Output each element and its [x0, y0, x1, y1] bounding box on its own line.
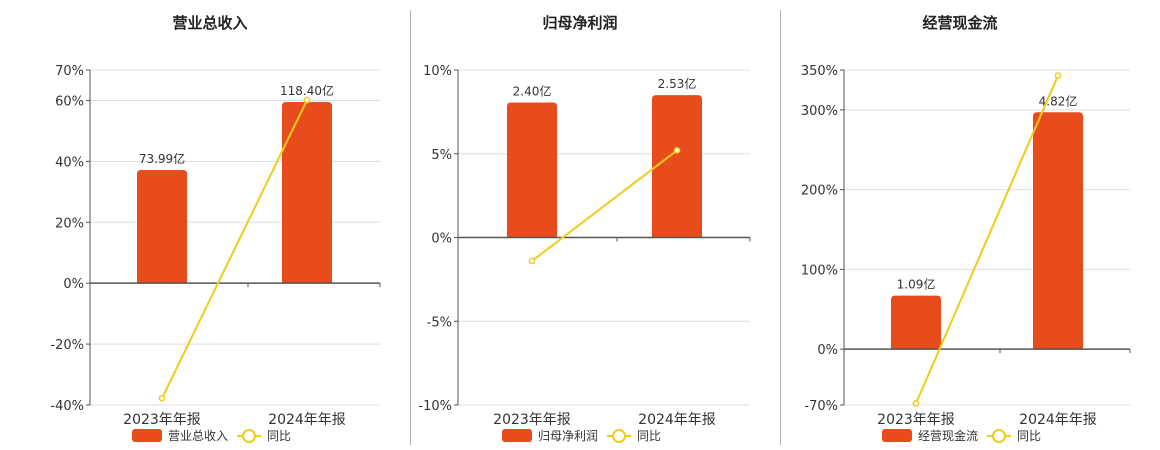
- x-category-label: 2023年年报: [493, 412, 571, 428]
- bar-data-label: 2.53亿: [658, 76, 697, 91]
- y-tick-label: -40%: [50, 399, 84, 414]
- legend-bar-label: 营业总收入: [168, 429, 228, 443]
- yoy-point[interactable]: [528, 257, 536, 265]
- chart-title: 归母净利润: [542, 14, 617, 32]
- yoy-point[interactable]: [673, 147, 681, 154]
- y-tick-label: -70%: [804, 399, 838, 414]
- bar[interactable]: [1033, 112, 1083, 350]
- x-category-label: 2024年年报: [1019, 412, 1097, 428]
- yoy-point[interactable]: [1054, 72, 1062, 79]
- legend-line-label: 同比: [637, 429, 661, 443]
- yoy-point[interactable]: [303, 96, 311, 104]
- y-tick-label: 300%: [801, 104, 838, 119]
- y-tick-label: 5%: [431, 148, 452, 163]
- y-tick-label: 60%: [55, 94, 84, 109]
- y-tick-label: 200%: [801, 184, 838, 199]
- bar[interactable]: [137, 169, 187, 284]
- legend-line-label: 同比: [267, 429, 291, 443]
- y-tick-label: 100%: [801, 263, 838, 278]
- bar-data-label: 1.09亿: [897, 277, 936, 292]
- y-tick-label: -5%: [427, 315, 452, 330]
- legend-line-label: 同比: [1017, 429, 1041, 443]
- chart-panel-2: 归母净利润 10% 5% 0% -5% -10% 2.40亿 2.53亿 2023年年报 2024…: [418, 14, 751, 443]
- y-tick-label: 0%: [431, 232, 452, 247]
- y-tick-label: 0%: [817, 343, 838, 358]
- bar[interactable]: [652, 95, 702, 238]
- legend-bar-swatch[interactable]: [132, 429, 162, 442]
- chart-title: 营业总收入: [172, 14, 247, 32]
- bar[interactable]: [282, 101, 332, 284]
- bar-data-label: 118.40亿: [280, 83, 334, 98]
- panel-divider-2: [780, 10, 781, 445]
- legend-bar-swatch[interactable]: [882, 429, 912, 442]
- panel-divider-1: [410, 10, 411, 445]
- yoy-point[interactable]: [158, 394, 166, 402]
- y-tick-label: -20%: [50, 338, 84, 353]
- legend-line-marker: [242, 429, 256, 443]
- x-category-label: 2024年年报: [638, 412, 716, 428]
- legend-line-marker: [992, 429, 1006, 443]
- y-tick-label: 0%: [63, 277, 84, 292]
- chart-title: 经营现金流: [922, 14, 997, 32]
- x-category-label: 2023年年报: [877, 412, 955, 428]
- yoy-line: [915, 75, 1059, 404]
- yoy-line: [531, 149, 678, 262]
- legend-line-marker: [612, 429, 626, 443]
- y-tick-label: 20%: [55, 216, 84, 231]
- bar-data-label: 2.40亿: [513, 83, 552, 98]
- legend-bar-swatch[interactable]: [502, 429, 532, 442]
- bar-data-label: 73.99亿: [139, 151, 185, 166]
- legend-bar-label: 归母净利润: [538, 429, 598, 443]
- bar[interactable]: [891, 295, 941, 350]
- y-tick-label: 10%: [423, 64, 452, 79]
- x-category-label: 2023年年报: [123, 412, 201, 428]
- x-category-label: 2024年年报: [268, 412, 346, 428]
- chart-panel-1: 营业总收入 70% 60% 40% 20% 0% -20% -40% 73.99亿 118.40亿…: [50, 14, 381, 443]
- bar[interactable]: [507, 102, 557, 238]
- y-tick-label: -10%: [418, 399, 452, 414]
- y-tick-label: 350%: [801, 64, 838, 79]
- y-tick-label: 40%: [55, 155, 84, 170]
- legend-bar-label: 经营现金流: [918, 428, 978, 443]
- yoy-point[interactable]: [912, 400, 920, 407]
- chart-panel-3: 经营现金流350%300%200%100%0%-70%1.09亿4.82亿202…: [801, 14, 1131, 443]
- y-tick-label: 70%: [55, 64, 84, 79]
- yoy-line: [161, 99, 308, 399]
